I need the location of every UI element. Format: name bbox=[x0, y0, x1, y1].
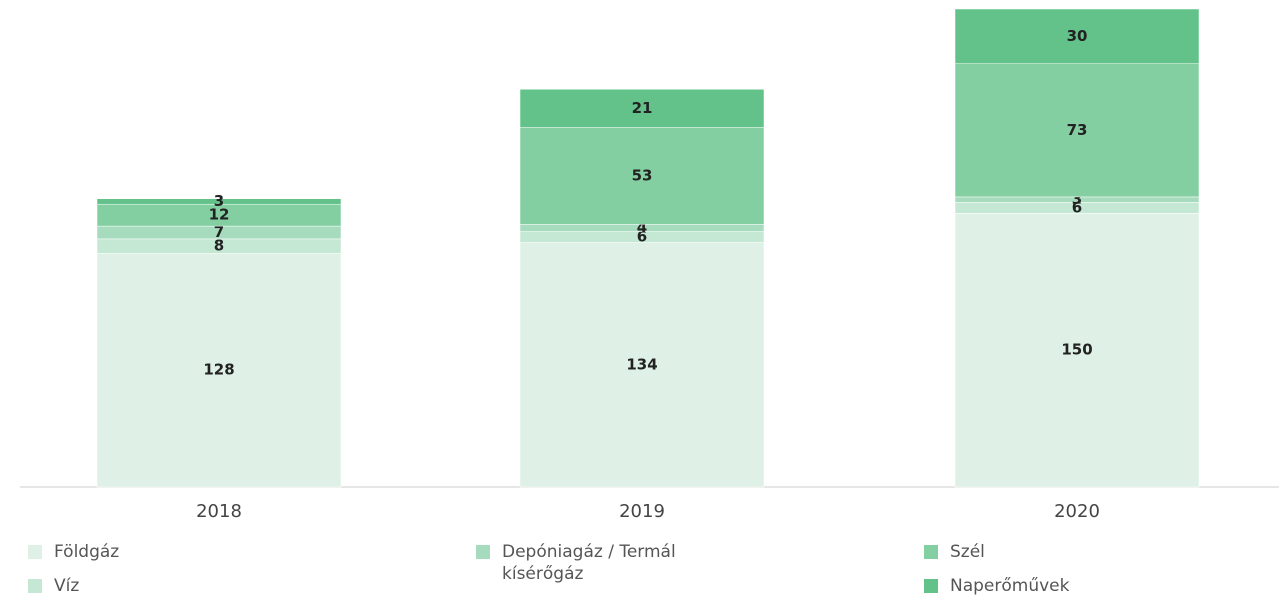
value-label: 8 bbox=[214, 237, 224, 255]
x-tick-label: 2018 bbox=[196, 501, 242, 522]
value-label: 21 bbox=[632, 99, 653, 117]
value-label: 30 bbox=[1067, 27, 1088, 45]
bar-segment bbox=[519, 242, 765, 488]
bar-segment bbox=[954, 63, 1200, 198]
x-tick-label: 2019 bbox=[619, 501, 665, 522]
value-label: 134 bbox=[626, 355, 657, 373]
bar-segment bbox=[954, 213, 1200, 488]
bar-segment bbox=[519, 127, 765, 225]
legend-item: Földgáz bbox=[28, 541, 228, 563]
x-tick-label: 2020 bbox=[1054, 501, 1100, 522]
legend-item: Naperőművek bbox=[924, 575, 1124, 597]
legend-label: Naperőművek bbox=[950, 576, 1070, 596]
value-label: 128 bbox=[203, 361, 234, 379]
bar-segment bbox=[954, 8, 1200, 64]
value-label: 4 bbox=[637, 218, 647, 236]
value-label: 53 bbox=[632, 166, 653, 184]
legend-label: Depóniagáz / Termál kísérőgáz bbox=[502, 542, 676, 584]
legend-swatch bbox=[28, 579, 42, 593]
legend-swatch bbox=[924, 579, 938, 593]
legend-swatch bbox=[924, 545, 938, 559]
legend-item: Depóniagáz / Termál kísérőgáz bbox=[476, 541, 676, 585]
bar-segment bbox=[96, 253, 342, 488]
legend-swatch bbox=[28, 545, 42, 559]
legend-swatch bbox=[476, 545, 490, 559]
value-label: 6 bbox=[637, 228, 647, 246]
legend-label: Szél bbox=[950, 542, 985, 562]
value-label: 150 bbox=[1061, 341, 1092, 359]
legend-label: Földgáz bbox=[54, 542, 120, 562]
value-label: 12 bbox=[209, 206, 230, 224]
value-label: 6 bbox=[1072, 198, 1082, 216]
legend-label: Víz bbox=[54, 576, 80, 596]
legend-item: Víz bbox=[28, 575, 228, 597]
value-label: 3 bbox=[214, 192, 224, 210]
bar-segment bbox=[519, 89, 765, 128]
value-label: 3 bbox=[1072, 190, 1082, 208]
bar-segment bbox=[96, 198, 342, 205]
value-label: 73 bbox=[1067, 121, 1088, 139]
value-label: 7 bbox=[214, 223, 224, 241]
legend-item: Szél bbox=[924, 541, 1124, 563]
